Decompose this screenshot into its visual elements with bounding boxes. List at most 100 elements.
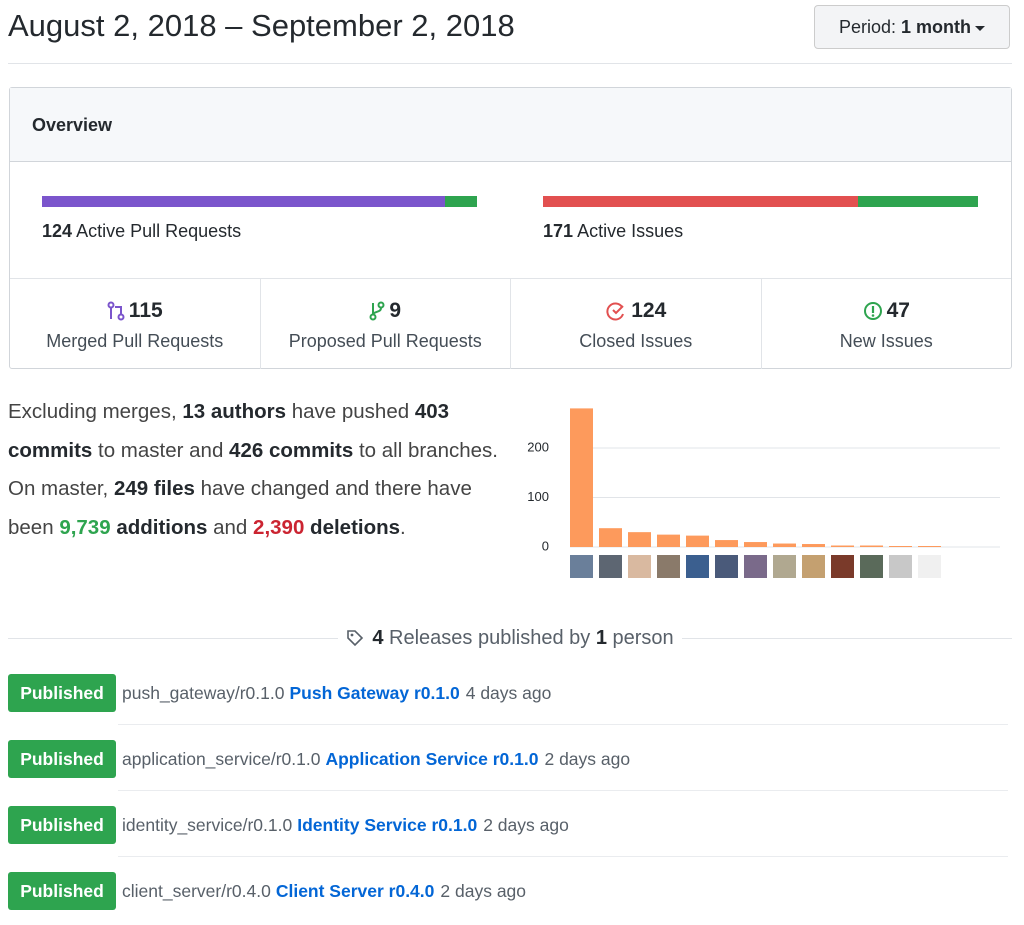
- stat-closed[interactable]: 124 Closed Issues: [510, 279, 761, 369]
- proposed-icon: [369, 301, 385, 321]
- period-button[interactable]: Period: 1 month: [814, 5, 1010, 49]
- author-avatar[interactable]: [889, 555, 912, 578]
- text-segment: 1: [595, 626, 607, 649]
- releases-header-text: 4 Releases published by 1 person: [372, 627, 673, 650]
- issue-bar: [543, 196, 978, 207]
- stat-value: 115: [128, 299, 163, 322]
- y-tick-label: 200: [527, 439, 549, 454]
- author-avatar[interactable]: [831, 555, 854, 578]
- merged-icon: [107, 301, 125, 321]
- bar: [773, 543, 796, 547]
- bar-segment: [543, 196, 859, 207]
- bar-segment: [858, 196, 978, 207]
- release-name[interactable]: Client Server r0.4.0: [275, 880, 435, 901]
- release-name[interactable]: Push Gateway r0.1.0: [289, 682, 460, 703]
- release-row: Published client_server/r0.4.0 Client Serv…: [8, 872, 1008, 910]
- release-tag: client_server/r0.4.0: [122, 880, 271, 901]
- row-separator: [118, 724, 1008, 725]
- bar: [686, 535, 709, 547]
- release-time: 2 days ago: [544, 748, 631, 769]
- period-label: Period:: [838, 17, 897, 37]
- release-name[interactable]: Identity Service r0.1.0: [297, 814, 478, 835]
- stat-label: Merged Pull Requests: [46, 331, 224, 351]
- active-issue-count: 171: [543, 221, 574, 241]
- text-segment: 2,390: [253, 515, 305, 539]
- status-badge: Published: [8, 872, 116, 910]
- bar: [628, 532, 651, 547]
- stat-label: Closed Issues: [579, 331, 693, 351]
- period-value: 1 month: [901, 17, 972, 37]
- y-tick-label: 100: [527, 489, 549, 504]
- divider: [681, 637, 1013, 639]
- stat-value: 124: [631, 299, 667, 322]
- text-segment: to all branches. On master,: [8, 438, 498, 501]
- author-avatar[interactable]: [599, 555, 622, 578]
- author-avatar[interactable]: [918, 555, 941, 578]
- author-avatar[interactable]: [570, 555, 593, 578]
- stat-merged[interactable]: 115 Merged Pull Requests: [10, 279, 260, 369]
- bar-segment: [445, 196, 477, 207]
- commit-summary: Excluding merges, 13 authors have pushed…: [8, 393, 508, 547]
- author-avatar[interactable]: [715, 555, 738, 578]
- author-avatar[interactable]: [744, 555, 767, 578]
- text-segment: Excluding merges,: [8, 400, 183, 423]
- commit-chart: 0 100 200: [527, 408, 1000, 578]
- bar: [802, 544, 825, 547]
- release-row: Published application_service/r0.1.0 Appli…: [8, 740, 1008, 778]
- status-badge: Published: [8, 806, 116, 844]
- stat-proposed[interactable]: 9 Proposed Pull Requests: [259, 279, 511, 369]
- active-issue-label: Active Issues: [577, 221, 684, 241]
- text-segment: additions: [110, 515, 208, 539]
- author-avatar[interactable]: [686, 555, 709, 578]
- releases-header: 4 Releases published by 1 person: [8, 624, 1013, 652]
- row-separator: [118, 790, 1008, 791]
- release-name[interactable]: Application Service r0.1.0: [325, 748, 539, 769]
- divider: [8, 637, 339, 639]
- pull-request-bar: [42, 196, 477, 207]
- stats-row: 115 Merged Pull Requests 9 Proposed Pull R…: [10, 278, 1011, 369]
- bar: [715, 540, 738, 547]
- y-tick-label: 0: [542, 538, 549, 553]
- bar: [889, 546, 912, 547]
- author-avatar[interactable]: [773, 555, 796, 578]
- text-segment: 9,739: [59, 515, 111, 539]
- text-segment: 13 authors: [182, 400, 287, 423]
- stat-new[interactable]: 47 New Issues: [760, 279, 1012, 369]
- release-time: 2 days ago: [440, 880, 527, 901]
- text-segment: 426 commits: [229, 438, 354, 462]
- author-avatar[interactable]: [802, 555, 825, 578]
- author-avatar[interactable]: [628, 555, 651, 578]
- release-row: Published push_gateway/r0.1.0 Push Gateway…: [8, 674, 1008, 712]
- overview-title: Overview: [10, 88, 1011, 162]
- active-pr-label: Active Pull Requests: [76, 221, 242, 241]
- stat-label: New Issues: [839, 331, 933, 351]
- author-avatar[interactable]: [860, 555, 883, 578]
- pull-request-summary[interactable]: 124 Active Pull Requests: [42, 221, 241, 242]
- text-segment: 403 commits: [8, 400, 450, 462]
- status-badge: Published: [8, 674, 116, 712]
- bar-segment: [42, 196, 446, 207]
- text-segment: .: [400, 515, 406, 539]
- release-tag: push_gateway/r0.1.0: [122, 682, 285, 703]
- stat-value: 47: [886, 299, 910, 322]
- author-avatar[interactable]: [657, 555, 680, 578]
- release-row: Published identity_service/r0.1.0 Identity…: [8, 806, 1008, 844]
- text-segment: and: [207, 515, 254, 539]
- bar: [570, 408, 593, 547]
- tag-icon: [347, 630, 364, 647]
- divider: [8, 63, 1012, 64]
- bar: [860, 545, 883, 547]
- closed-icon: [606, 302, 625, 321]
- issue-summary[interactable]: 171 Active Issues: [543, 221, 683, 242]
- new-icon: [863, 302, 882, 320]
- text-segment: 249 files: [113, 477, 195, 501]
- bar: [599, 528, 622, 547]
- release-time: 2 days ago: [483, 814, 569, 835]
- status-badge: Published: [8, 740, 116, 778]
- bar: [918, 546, 941, 547]
- text-segment: have pushed: [286, 400, 415, 423]
- text-segment: to master and: [92, 438, 230, 462]
- text-segment: have changed and there have been: [8, 477, 472, 539]
